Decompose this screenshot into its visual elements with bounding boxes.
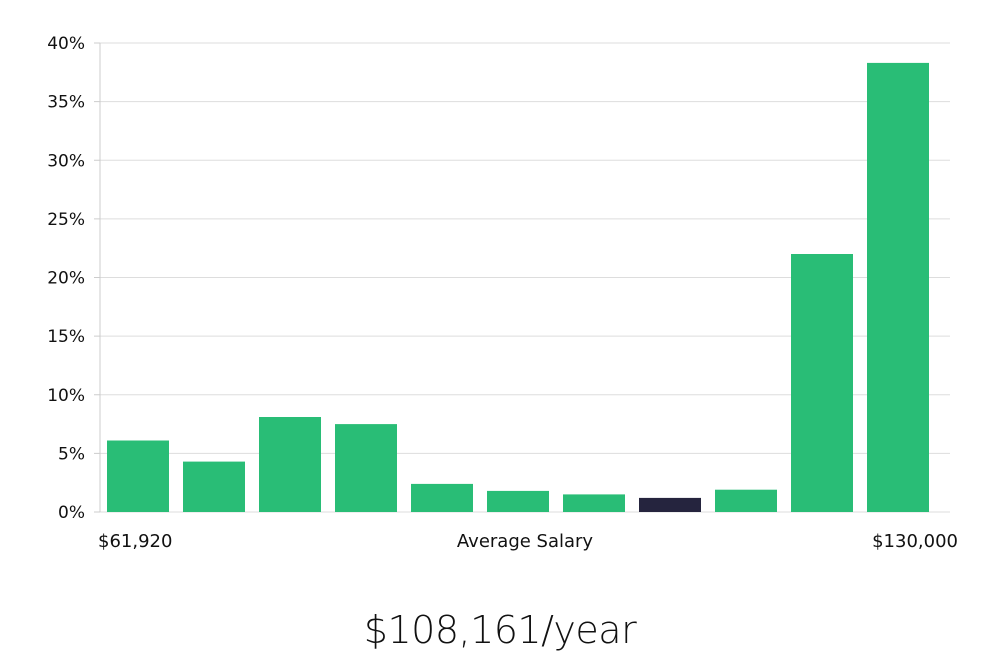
y-tick-label: 10% [47, 386, 85, 406]
y-tick-label: 30% [47, 151, 85, 171]
bar [867, 62, 929, 513]
y-tick-label: 40% [47, 34, 85, 54]
bar [411, 483, 473, 512]
average-salary-value: $108,161/year [363, 608, 637, 652]
bar [487, 490, 549, 512]
bar [107, 440, 169, 512]
bar [335, 424, 397, 512]
bars [107, 62, 929, 513]
y-tick-label: 5% [58, 444, 85, 464]
bar [183, 461, 245, 512]
y-tick-label: 35% [47, 93, 85, 113]
x-max-label: $130,000 [872, 531, 958, 552]
y-tick-label: 0% [58, 503, 85, 523]
y-tick-label: 25% [47, 210, 85, 230]
x-min-label: $61,920 [98, 531, 172, 552]
bar [563, 494, 625, 512]
x-axis-title: Average Salary [457, 531, 594, 552]
y-axis-ticks: 0% 5% 10% 15% 20% 25% 30% 35% 40% [47, 34, 100, 523]
y-tick-label: 20% [47, 269, 85, 289]
y-tick-label: 15% [47, 327, 85, 347]
bar [715, 489, 777, 512]
bar [259, 417, 321, 512]
salary-histogram: 0% 5% 10% 15% 20% 25% 30% 35% 40% $61,920 Averag… [47, 34, 958, 552]
grid-lines [100, 42, 950, 513]
bar-highlighted [639, 497, 701, 512]
bar [791, 254, 853, 512]
